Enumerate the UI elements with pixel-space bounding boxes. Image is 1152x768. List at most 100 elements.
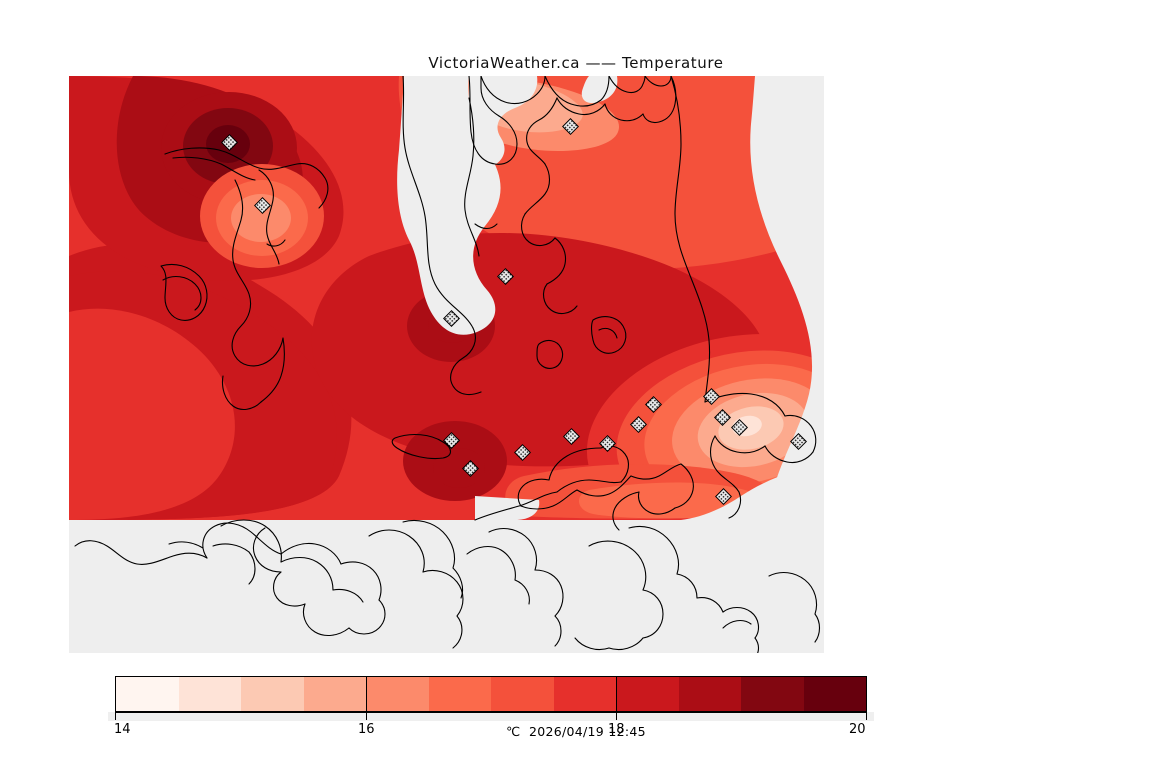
coastline-nw-2	[172, 156, 256, 181]
station-marker[interactable]	[443, 310, 460, 327]
colorbar-swatch-2	[241, 677, 304, 711]
temperature-contour-map	[69, 76, 824, 653]
station-marker[interactable]	[443, 432, 460, 449]
station-marker[interactable]	[514, 444, 531, 461]
coastline-s-16	[422, 569, 464, 617]
colorbar-swatch-11	[803, 677, 866, 711]
contour-pool-south-in	[433, 448, 485, 488]
page-title: VictoriaWeather.ca —— Temperature	[428, 54, 724, 72]
colorbar-tick-label-16: 16	[358, 722, 375, 737]
coastline-south-4	[548, 447, 602, 481]
coastline-east-bay	[714, 435, 766, 454]
coastline-s-33	[754, 637, 760, 653]
station-marker-layer	[221, 118, 807, 505]
station-marker[interactable]	[563, 428, 580, 445]
colorbar-tick-20	[866, 712, 867, 720]
coastline-ne-top3	[644, 76, 672, 87]
coastline-ne-top2	[608, 76, 646, 94]
coastline-s-6	[302, 603, 350, 637]
colorbar-swatch-1	[178, 677, 241, 711]
coastline-bay	[468, 76, 518, 165]
coastline-nw-1	[164, 147, 329, 209]
contour-west-sea	[69, 308, 235, 520]
coastline-s-4	[340, 561, 382, 601]
coastline-south-5	[517, 478, 550, 507]
coastline-s-30	[676, 573, 698, 599]
sea-east	[750, 76, 824, 520]
colorbar-swatch-7	[553, 677, 616, 711]
coastline-s-9	[220, 519, 282, 563]
station-marker[interactable]	[645, 396, 662, 413]
coastline-se-pen1	[674, 463, 694, 509]
coastline-nw-lake2	[162, 275, 202, 311]
station-marker[interactable]	[562, 118, 579, 135]
coastline-south-2	[556, 479, 622, 493]
coastline-south-7	[576, 475, 632, 497]
coastline-s-35	[768, 571, 818, 615]
coastline-ne-inner2	[474, 223, 498, 230]
coastline-ne-west2	[450, 327, 482, 396]
station-marker[interactable]	[630, 416, 647, 433]
coastline-s-25	[588, 540, 647, 591]
coastline-east-tip	[784, 414, 817, 453]
coastline-s-26	[642, 589, 664, 639]
contour-warm-north-inner	[231, 194, 291, 242]
coastline-s-22	[554, 615, 562, 647]
colorbar-gradient	[115, 676, 867, 712]
coastline-s-34	[722, 619, 752, 629]
coastline-ne-top5	[604, 103, 644, 122]
coastline-s-12	[168, 541, 204, 549]
coastline-s-31	[696, 597, 724, 613]
station-marker[interactable]	[731, 419, 748, 436]
coastline-south-8	[630, 463, 682, 480]
coastline-s-20	[488, 527, 538, 571]
no-data-region-southeast	[475, 520, 824, 653]
station-marker[interactable]	[221, 134, 238, 151]
colorbar-tick-label-14: 14	[114, 722, 131, 737]
coastline-nw-6	[258, 169, 280, 265]
sea-bay-north	[467, 76, 538, 169]
coastline-s-14	[248, 551, 256, 585]
coastline-nw-5	[221, 375, 262, 411]
coastline-east-bay2	[709, 435, 740, 493]
station-marker[interactable]	[714, 409, 731, 426]
coastline-s-21	[534, 569, 564, 617]
lake-central-2	[590, 316, 627, 354]
station-marker[interactable]	[497, 268, 514, 285]
colorbar-tick-16	[366, 712, 367, 720]
coastline-ne-top7	[526, 97, 558, 165]
coastline-ne-top9	[520, 213, 556, 247]
coastline-s-24	[514, 579, 530, 605]
station-marker[interactable]	[599, 435, 616, 452]
colorbar-swatch-3	[303, 677, 366, 711]
coastline-s-5	[348, 599, 386, 635]
colorbar-tick-label-18: 18	[608, 722, 625, 737]
coastline-s-8	[252, 527, 282, 573]
coastline-east-tip2	[764, 445, 814, 464]
colorbar-axis-backing	[108, 712, 874, 721]
coastline-ne-head	[480, 76, 546, 105]
coastline-s-27	[608, 637, 644, 651]
coastline-s-11	[332, 588, 364, 603]
coastline-east-bay3	[728, 491, 742, 519]
coastline-ne-east	[670, 76, 711, 403]
colorbar-tick-label-20: 20	[849, 722, 866, 737]
coastline-ne-top4	[642, 76, 677, 124]
station-marker[interactable]	[703, 388, 720, 405]
coastline-ne-top6	[556, 97, 606, 116]
station-marker[interactable]	[715, 488, 732, 505]
coastline-s-10	[280, 556, 334, 591]
coastline-s-19	[452, 567, 464, 599]
station-marker[interactable]	[254, 197, 271, 214]
coastline-ne-top8	[524, 163, 551, 215]
station-marker[interactable]	[790, 433, 807, 450]
coastline-south-6	[520, 489, 578, 510]
colorbar-caption: ℃ 2026/04/19 12:45	[506, 724, 646, 739]
lake-south	[391, 433, 452, 460]
sea-mask-layer	[397, 76, 824, 520]
station-marker[interactable]	[462, 460, 479, 477]
colorbar-swatch-5	[428, 677, 491, 711]
coastline-s-1	[74, 540, 208, 565]
colorbar-swatch-6	[491, 677, 554, 711]
